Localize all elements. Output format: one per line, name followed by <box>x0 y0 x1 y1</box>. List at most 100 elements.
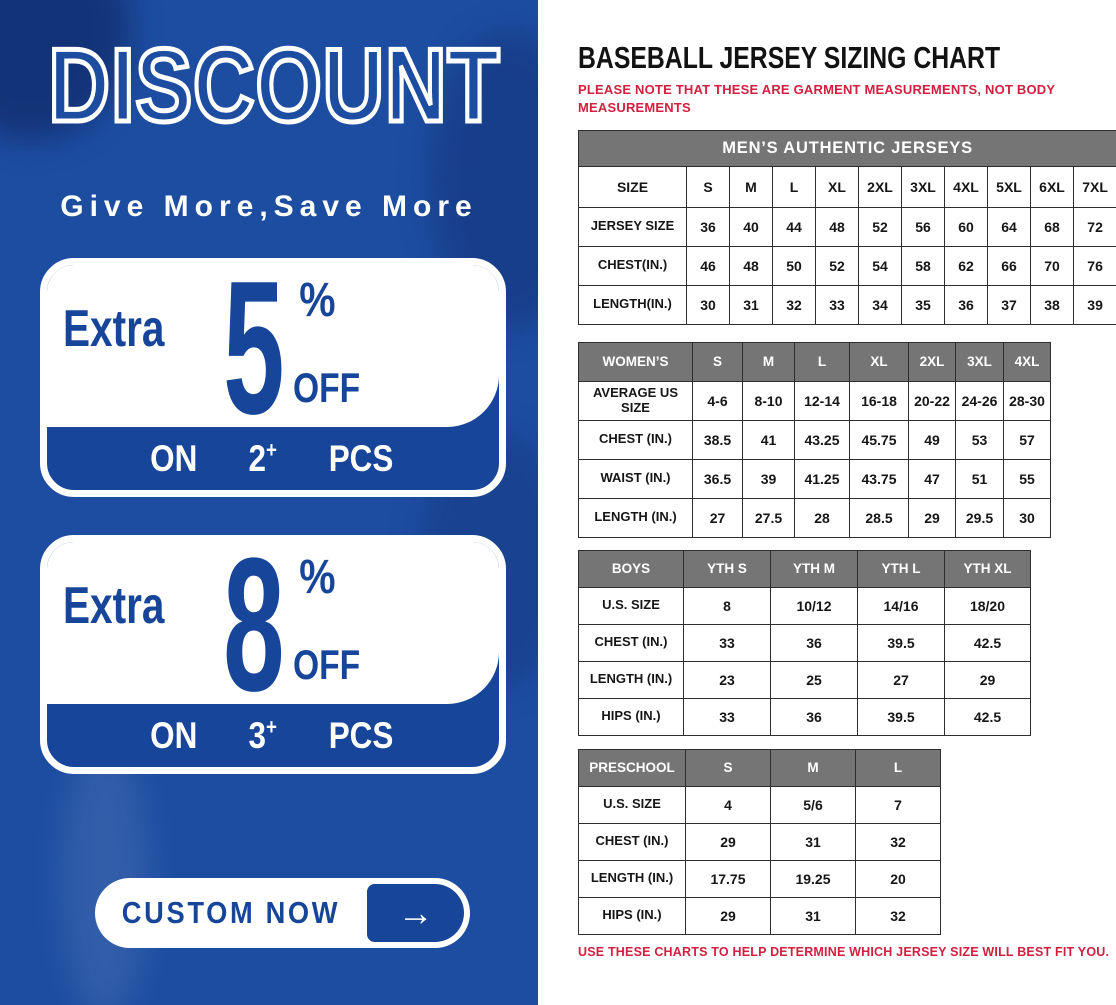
extra-label: Extra <box>63 300 165 358</box>
row-label: HIPS (IN.) <box>578 697 684 736</box>
table-row: HIPS (IN.) 33 36 39.5 42.5 <box>578 697 1031 736</box>
custom-now-button[interactable]: CUSTOM NOW → <box>95 878 470 948</box>
size-value: 32 <box>772 284 816 325</box>
size-value: 53 <box>955 419 1004 460</box>
size-value: 70 <box>1030 245 1074 286</box>
size-value: 34 <box>858 284 902 325</box>
table-row: U.S. SIZE 8 10/12 14/16 18/20 <box>578 586 1031 625</box>
column-header: BOYS <box>578 549 684 588</box>
size-value: 62 <box>944 245 988 286</box>
size-value: 30 <box>1003 497 1051 538</box>
column-header: YTH S <box>683 549 771 588</box>
size-value: 66 <box>987 245 1031 286</box>
table-row: LENGTH(IN.) 30 31 32 33 34 35 36 37 38 39 <box>578 284 1116 325</box>
size-value: 32 <box>855 896 941 935</box>
size-value: 38.5 <box>692 419 743 460</box>
size-value: 4-6 <box>692 380 743 421</box>
size-value: 4 <box>685 785 771 824</box>
table-row: LENGTH (IN.) 27 27.5 28 28.5 29 29.5 30 <box>578 497 1051 538</box>
size-value: 24-26 <box>955 380 1004 421</box>
row-label: U.S. SIZE <box>578 586 684 625</box>
size-value: 25 <box>770 660 858 699</box>
column-header: 3XL <box>955 341 1004 382</box>
size-value: 7 <box>855 785 941 824</box>
row-label: LENGTH (IN.) <box>578 660 684 699</box>
column-header: S <box>685 748 771 787</box>
row-label: LENGTH (IN.) <box>578 497 693 538</box>
sizing-chart-panel: BASEBALL JERSEY SIZING CHART PLEASE NOTE… <box>538 0 1116 1005</box>
column-header: 4XL <box>1003 341 1051 382</box>
size-value: 16-18 <box>849 380 909 421</box>
size-value: 39 <box>1072 284 1116 325</box>
row-label: CHEST (IN.) <box>578 623 684 662</box>
preschool-sizing-table: PRESCHOOL S M L U.S. SIZE 4 5/6 7 CHEST (IN.) 29 3… <box>578 748 1116 935</box>
size-value: 8-10 <box>742 380 795 421</box>
size-value: 27 <box>692 497 743 538</box>
size-value: 58 <box>901 245 945 286</box>
tagline: Give More,Save More <box>60 190 478 223</box>
size-value: 20 <box>855 859 941 898</box>
size-value: 29 <box>944 660 1031 699</box>
size-value: 28 <box>794 497 850 538</box>
row-label: CHEST(IN.) <box>578 245 687 286</box>
size-value: 72 <box>1072 206 1116 247</box>
table-row: U.S. SIZE 4 5/6 7 <box>578 785 941 824</box>
column-header: L <box>794 341 850 382</box>
column-header: 7XL <box>1072 165 1116 208</box>
size-value: 20-22 <box>908 380 956 421</box>
background-silhouette <box>60 740 150 1005</box>
size-value: 41.25 <box>794 458 850 499</box>
pcs-label: PCS <box>329 714 394 756</box>
size-value: 31 <box>729 284 773 325</box>
size-value: 76 <box>1072 245 1116 286</box>
percent-off-group: % OFF <box>293 554 377 686</box>
size-value: 29 <box>685 822 771 861</box>
size-value: 47 <box>908 458 956 499</box>
column-header: S <box>686 165 730 208</box>
size-value: 28-30 <box>1003 380 1051 421</box>
offer-condition-bar: ON 2+ PCS <box>47 427 499 490</box>
offer-card-top: Extra 8 % OFF <box>47 542 499 720</box>
column-header: 6XL <box>1030 165 1074 208</box>
size-value: 31 <box>770 822 856 861</box>
size-value: 5/6 <box>770 785 856 824</box>
table-row: LENGTH (IN.) 17.75 19.25 20 <box>578 859 941 898</box>
size-value: 54 <box>858 245 902 286</box>
size-value: 46 <box>686 245 730 286</box>
table-row: CHEST (IN.) 33 36 39.5 42.5 <box>578 623 1031 662</box>
size-value: 52 <box>815 245 859 286</box>
plus-sign: + <box>265 437 277 463</box>
size-value: 68 <box>1030 206 1074 247</box>
size-value: 43.25 <box>794 419 850 460</box>
size-value: 57 <box>1003 419 1051 460</box>
table-row: CHEST (IN.) 29 31 32 <box>578 822 941 861</box>
size-value: 10/12 <box>770 586 858 625</box>
size-value: 32 <box>855 822 941 861</box>
size-value: 55 <box>1003 458 1051 499</box>
size-value: 44 <box>772 206 816 247</box>
table-row: LENGTH (IN.) 23 25 27 29 <box>578 660 1031 699</box>
fit-advice-note: USE THESE CHARTS TO HELP DETERMINE WHICH… <box>578 944 1110 959</box>
on-label: ON <box>150 714 198 756</box>
row-label: WAIST (IN.) <box>578 458 693 499</box>
mens-sizing-table: MEN’S AUTHENTIC JERSEYS SIZE S M L XL 2XL 3XL 4X… <box>577 129 1116 325</box>
size-value: 29.5 <box>955 497 1004 538</box>
offer-condition-bar: ON 3+ PCS <box>47 704 499 767</box>
size-value: 39 <box>742 458 795 499</box>
quantity-label: 2+ <box>248 437 277 479</box>
boys-sizing-table: BOYS YTH S YTH M YTH L YTH XL U.S. SIZE 8 10/12… <box>578 549 1116 736</box>
size-value: 18/20 <box>944 586 1031 625</box>
size-value: 33 <box>683 697 771 736</box>
table-row: JERSEY SIZE 36 40 44 48 52 56 60 64 68 72 <box>578 206 1116 247</box>
row-label: CHEST (IN.) <box>578 822 686 861</box>
size-value: 19.25 <box>770 859 856 898</box>
percent-sign: % <box>299 274 336 327</box>
size-value: 29 <box>908 497 956 538</box>
off-label: OFF <box>292 641 360 688</box>
column-header: XL <box>849 341 909 382</box>
size-value: 8 <box>683 586 771 625</box>
column-header: YTH M <box>770 549 858 588</box>
column-header: 2XL <box>858 165 902 208</box>
arrow-right-icon: → <box>367 884 464 942</box>
